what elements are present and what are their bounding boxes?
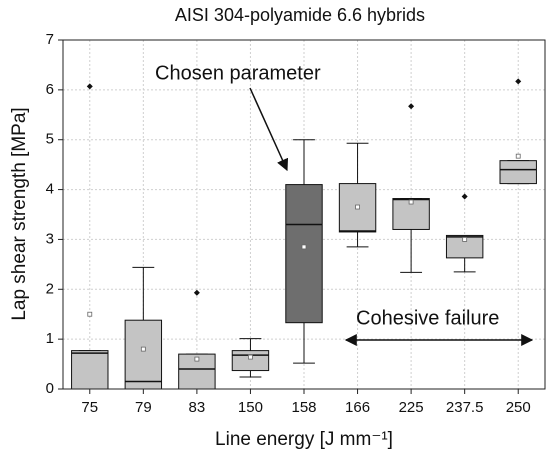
outlier [193, 289, 200, 296]
plot-frame [62, 39, 546, 390]
box [71, 350, 109, 390]
x-axis-label: Line energy [J mm⁻¹] [215, 429, 393, 450]
y-tick-label: 1 [46, 330, 54, 347]
annotation: Cohesive failure [356, 307, 499, 329]
y-tick-label: 3 [46, 230, 54, 247]
y-tick-label: 5 [46, 131, 54, 148]
y-axis-label: Lap shear strength [MPa] [9, 107, 30, 320]
y-tick-label: 4 [46, 181, 54, 198]
y-tick-label: 7 [46, 31, 54, 48]
mean [248, 354, 253, 360]
annotation: Chosen parameter [155, 62, 321, 84]
x-tick-label: 75 [81, 399, 98, 416]
box [445, 234, 484, 259]
mean [140, 346, 146, 352]
outlier [408, 103, 415, 110]
mean [194, 356, 200, 362]
outlier [461, 193, 468, 200]
x-tick-label: 225 [399, 399, 424, 416]
box [285, 184, 323, 324]
x-tick-label: 250 [506, 399, 531, 416]
chart-title: AISI 304-polyamide 6.6 hybrids [175, 5, 425, 25]
box [499, 160, 537, 185]
mean [515, 153, 521, 159]
box [231, 350, 270, 372]
x-tick-label: 166 [345, 399, 370, 416]
annotation-arrow [249, 87, 289, 172]
outlier [86, 83, 93, 90]
x-tick-label: 158 [291, 399, 316, 416]
x-tick-label: 79 [135, 399, 152, 416]
x-tick-label: 150 [238, 399, 263, 416]
box [124, 319, 163, 390]
mean [87, 311, 93, 317]
mean [462, 237, 468, 242]
y-tick-label: 0 [46, 380, 54, 397]
x-tick-label: 237.5 [446, 399, 484, 416]
plot-area: 0 1 2 3 4 5 6 7 75 79 83 150 158 166 225 237.5 250 [46, 31, 545, 416]
mean [301, 244, 307, 250]
y-tick-label: 6 [46, 81, 54, 98]
mean [408, 199, 414, 205]
x-tick-label: 83 [189, 399, 206, 416]
outlier [515, 78, 522, 85]
mean [355, 204, 360, 210]
y-tick-label: 2 [46, 280, 54, 297]
